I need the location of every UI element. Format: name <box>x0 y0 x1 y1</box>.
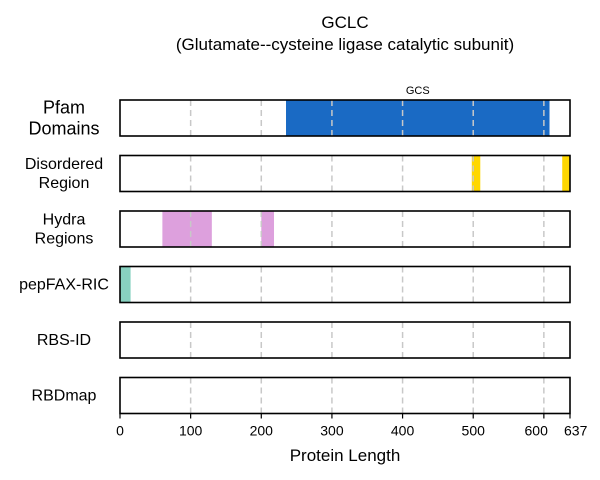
track-3: pepFAX-RIC <box>19 265 571 304</box>
track-label-2: Hydra <box>43 212 86 229</box>
x-axis: 0 100 200 300 400 500 600 637 <box>116 413 588 439</box>
x-tick-label: 200 <box>250 423 274 439</box>
track-5: RBDmap <box>32 376 571 415</box>
x-tick-label: 100 <box>179 423 203 439</box>
x-tick-label: 500 <box>462 423 486 439</box>
segment-1-0 <box>471 155 481 192</box>
segment-3-0 <box>120 266 131 303</box>
track-label-3: pepFAX-RIC <box>19 277 109 294</box>
chart-title: GCLC <box>321 13 368 32</box>
segment-2-1 <box>261 211 275 247</box>
track-frame-2 <box>119 210 571 248</box>
segment-label: GCS <box>406 85 430 97</box>
track-label-1: Disordered <box>25 156 103 173</box>
track-frame-0 <box>119 99 571 137</box>
track-4: RBS-ID <box>37 321 571 359</box>
track-frame-1 <box>119 154 571 193</box>
track-frame-4 <box>119 321 571 359</box>
x-tick-label: 637 <box>564 423 588 439</box>
track-frame-5 <box>119 376 571 415</box>
track-label-0: Domains <box>28 119 99 139</box>
x-tick-label: 0 <box>116 423 124 439</box>
track-label-0: Pfam <box>43 98 85 118</box>
x-tick-label: 400 <box>391 423 415 439</box>
segment-2-0 <box>162 211 212 247</box>
x-tick-label: 600 <box>525 423 549 439</box>
track-1: Disordered Region <box>25 154 571 193</box>
track-label-2: Regions <box>35 231 94 248</box>
x-tick-label: 300 <box>320 423 344 439</box>
track-label-4: RBS-ID <box>37 332 91 349</box>
track-label-5: RBDmap <box>32 388 97 405</box>
segment-0-0 <box>286 100 550 136</box>
track-2: Hydra Regions <box>35 210 571 248</box>
chart-subtitle: (Glutamate--cysteine ligase catalytic su… <box>176 35 514 54</box>
segment-1-1 <box>562 155 570 192</box>
track-label-1: Region <box>39 175 90 192</box>
track-frame-3 <box>119 265 571 304</box>
x-axis-label: Protein Length <box>290 446 401 465</box>
